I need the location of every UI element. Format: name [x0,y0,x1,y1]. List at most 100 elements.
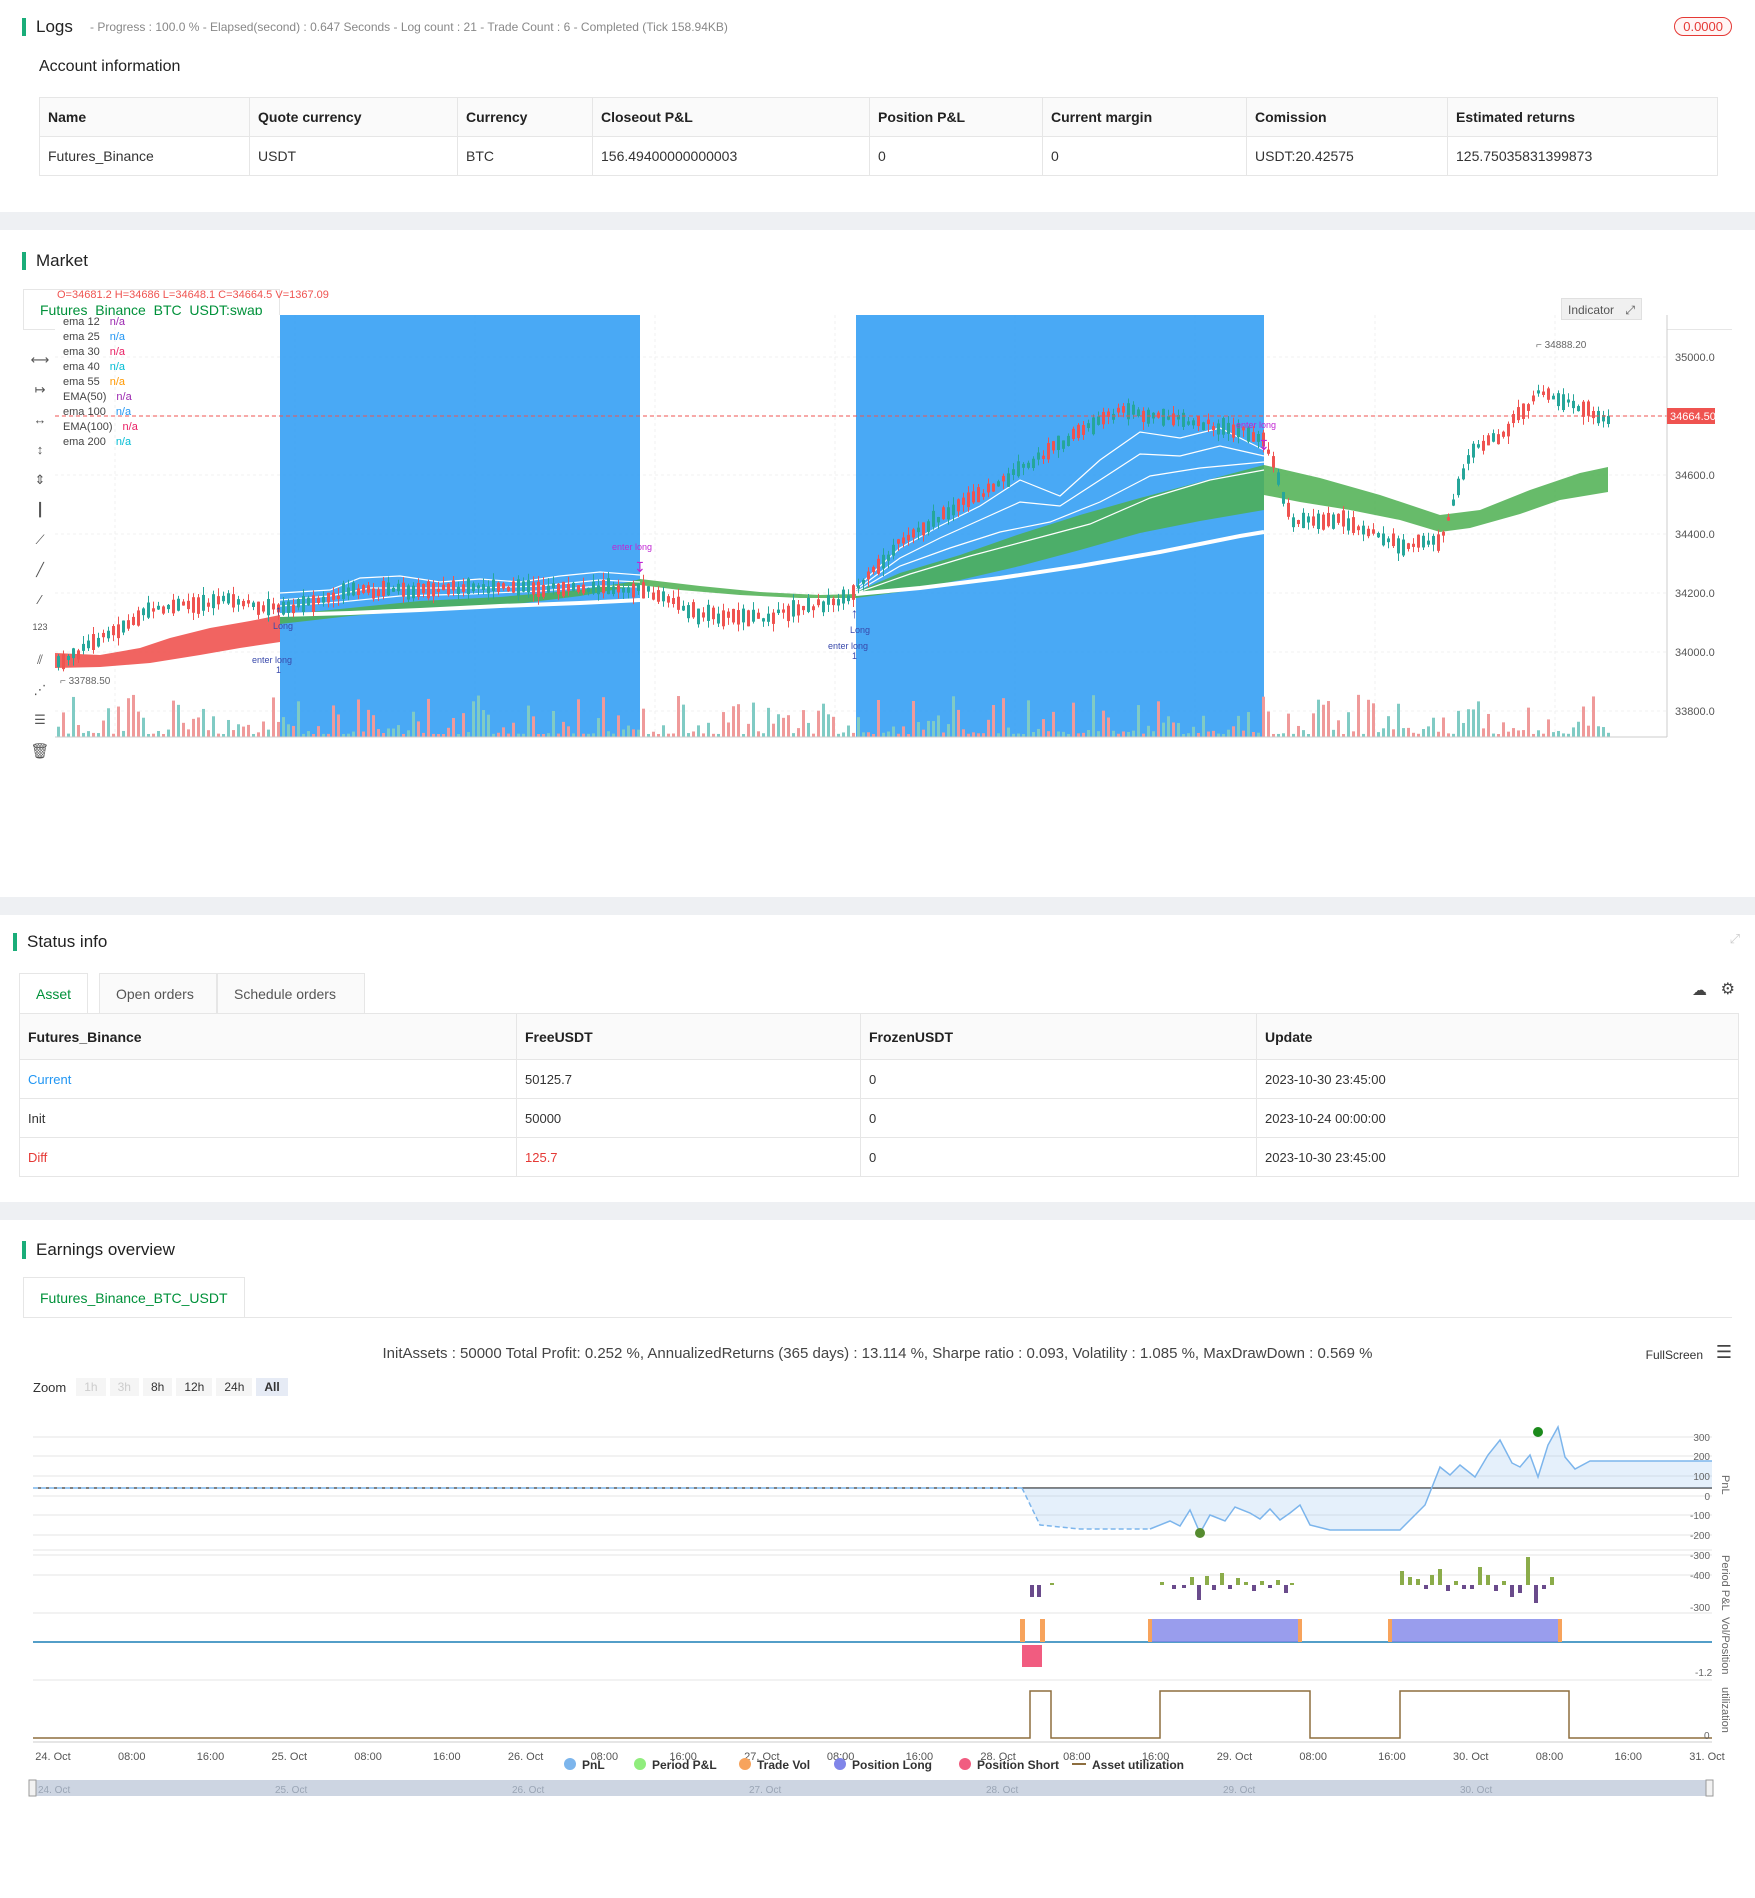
fullscreen-button[interactable]: FullScreen [1646,1348,1703,1362]
candle-body [367,585,370,593]
indicator-button[interactable]: Indicator ⤢ [1561,298,1642,320]
zoom-all-button[interactable]: All [256,1378,288,1396]
zoom-1h-button[interactable]: 1h [76,1378,106,1396]
asset-cell-diff: 125.7 [516,1137,861,1177]
tab-asset[interactable]: Asset [19,973,89,1013]
asset-cell: 2023-10-30 23:45:00 [1256,1059,1739,1099]
volume-bar [92,732,95,737]
volume-bar [1507,731,1510,737]
volume-bar [1277,733,1280,737]
volume-bar [277,721,280,737]
earnings-chart[interactable]: 300 200 100 0 -100 -200 -300 -400 -300 -1.2 0 P… [0,1405,1755,1875]
candle-body [127,620,130,629]
candle-body [1367,528,1370,537]
legend-swatch [739,1758,751,1770]
cloud-download-icon[interactable]: ☁ [1692,982,1707,999]
candle-body [1012,469,1015,475]
volume-bar [627,725,630,737]
candle-body [802,605,805,611]
candle-body [822,601,825,613]
tab-schedule-orders[interactable]: Schedule orders [217,973,365,1013]
period-pnl-bar [1502,1581,1506,1585]
candle-body [542,584,545,597]
legend-value: n/a [109,316,125,328]
volume-bar [1417,733,1420,737]
zoom-3h-button[interactable]: 3h [109,1378,139,1396]
candle-body [817,599,820,606]
volume-bar [347,733,350,737]
account-cell: USDT [249,136,458,176]
candle-body [682,605,685,611]
segment-tool-icon[interactable]: ⁄ [38,592,42,607]
volume-bar [1112,730,1115,737]
fib-channel-tool-icon[interactable]: ⋰ [33,682,47,697]
volume-bar [602,697,605,737]
candle-body [412,585,415,599]
expand-icon[interactable]: ⤢ [1729,931,1740,946]
volume-bar [772,723,775,737]
period-pnl-bar [1228,1585,1232,1589]
candle-body [1122,406,1125,413]
parallel-channel-tool-icon[interactable]: ⫽ [37,652,43,667]
candle-body [967,492,970,508]
ray-tool-icon[interactable]: ⟋ [35,532,45,547]
candle-body [837,599,840,606]
candle-body [1467,455,1470,464]
horizontal-line-tool-icon[interactable]: ⟷ [30,352,50,367]
trend-line-tool-icon[interactable]: ╱ [36,562,44,577]
menu-icon[interactable]: ☰ [1715,1342,1732,1362]
x-tick: 16:00 [1614,1751,1642,1763]
vertical-line-tool-icon[interactable]: ↕ [36,442,44,457]
zoom-24h-button[interactable]: 24h [216,1378,253,1396]
candle-body [1322,514,1325,530]
period-pnl-bar [1518,1585,1522,1593]
fib-retracement-tool-icon[interactable]: ☰ [34,712,46,727]
legend-item: ema 55 n/a [63,375,138,390]
candle-body [642,582,645,599]
period-pnl-bar [1190,1577,1194,1585]
candle-body [1472,443,1475,458]
horizontal-ray-tool-icon[interactable]: ↦ [34,382,46,397]
candle-body [792,600,795,617]
extended-line-tool-icon[interactable]: ↔ [33,412,47,427]
tab-earnings-symbol[interactable]: Futures_Binance_BTC_USDT [23,1277,245,1317]
trash-icon[interactable]: 🗑 [30,743,50,760]
candlestick-chart[interactable]: 35000.0034800.0034600.0034400.0034200.00… [0,270,1715,740]
volume-bar [362,731,365,737]
candle-body [1572,400,1575,409]
candle-body [1497,434,1500,445]
status-title: Status info [13,933,107,951]
volume-bar [1047,731,1050,737]
vertical-segment-tool-icon[interactable]: ⇕ [34,472,46,487]
expand-icon[interactable]: ⤢ [1625,303,1635,317]
legend-value: n/a [109,331,125,343]
candle-body [1397,538,1400,554]
arrow-up-icon: ↑ [275,602,282,618]
tab-open-orders[interactable]: Open orders [99,973,217,1013]
candle-body [932,510,935,527]
gear-icon[interactable]: ⚙ [1720,981,1735,998]
zoom-12h-button[interactable]: 12h [176,1378,213,1396]
candle-body [1102,411,1105,425]
period-pnl-bar [1534,1585,1538,1603]
candle-body [212,594,215,609]
price-line-tool-icon[interactable]: ┃ [36,502,44,517]
zoom-8h-button[interactable]: 8h [142,1378,173,1396]
volume-bar [767,707,770,737]
asset-cell: 2023-10-24 00:00:00 [1256,1098,1739,1138]
volume-bar [947,724,950,737]
x-axis: 24. Oct 08:00 16:00 25. Oct 08:00 16:00 26. Oc… [35,1751,1724,1763]
candle-body [1587,401,1590,416]
candle-body [437,588,440,592]
candle-body [1267,449,1270,454]
candle-body [1427,540,1430,545]
account-header: Quote currency [249,97,458,137]
candle-body [1412,543,1415,547]
pnl-max [1533,1427,1543,1437]
trade-vol-bar [1558,1619,1562,1642]
price-label-tool-icon[interactable]: 123 [32,622,48,632]
period-pnl-bar [1197,1585,1201,1600]
volume-bar [157,730,160,737]
x-tick: 08:00 [1063,1751,1091,1763]
candle-body [707,604,710,621]
